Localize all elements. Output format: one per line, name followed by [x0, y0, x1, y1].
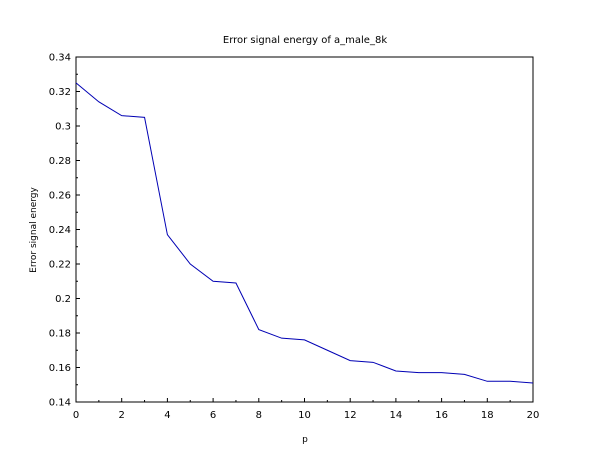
y-tick-label: 0.22	[49, 260, 71, 271]
y-tick-label: 0.28	[49, 156, 71, 167]
x-tick-label: 14	[390, 410, 403, 421]
x-tick-label: 18	[481, 410, 494, 421]
x-axis-label: p	[302, 435, 308, 445]
y-tick-label: 0.16	[49, 363, 71, 374]
y-tick-label: 0.2	[55, 294, 71, 305]
x-tick-label: 16	[435, 410, 448, 421]
y-tick-label: 0.18	[49, 329, 71, 340]
y-tick-label: 0.14	[49, 398, 71, 409]
x-tick-label: 10	[298, 410, 311, 421]
chart-title: Error signal energy of a_male_8k	[223, 35, 387, 46]
y-tick-label: 0.32	[49, 87, 71, 98]
plot-area	[75, 56, 534, 403]
y-axis-label: Error signal energy	[29, 187, 39, 273]
x-tick-label: 20	[527, 410, 540, 421]
x-tick-label: 2	[119, 410, 125, 421]
series-layer	[75, 82, 534, 384]
x-axis: 0 2 4 6 8 10 12 14 16 18 20	[73, 398, 540, 421]
y-tick-label: 0.34	[49, 53, 71, 64]
x-tick-label: 6	[210, 410, 216, 421]
series-line	[75, 82, 534, 384]
x-tick-label: 4	[164, 410, 170, 421]
y-tick-label: 0.3	[55, 122, 71, 133]
y-axis: 0.14 0.16 0.18 0.2 0.22 0.24 0.26 0.28 0.3 0.32 0.…	[49, 53, 80, 409]
x-tick-label: 8	[256, 410, 262, 421]
x-tick-label: 12	[344, 410, 357, 421]
y-tick-label: 0.26	[49, 191, 71, 202]
x-tick-label: 0	[73, 410, 79, 421]
y-tick-label: 0.24	[49, 225, 71, 236]
